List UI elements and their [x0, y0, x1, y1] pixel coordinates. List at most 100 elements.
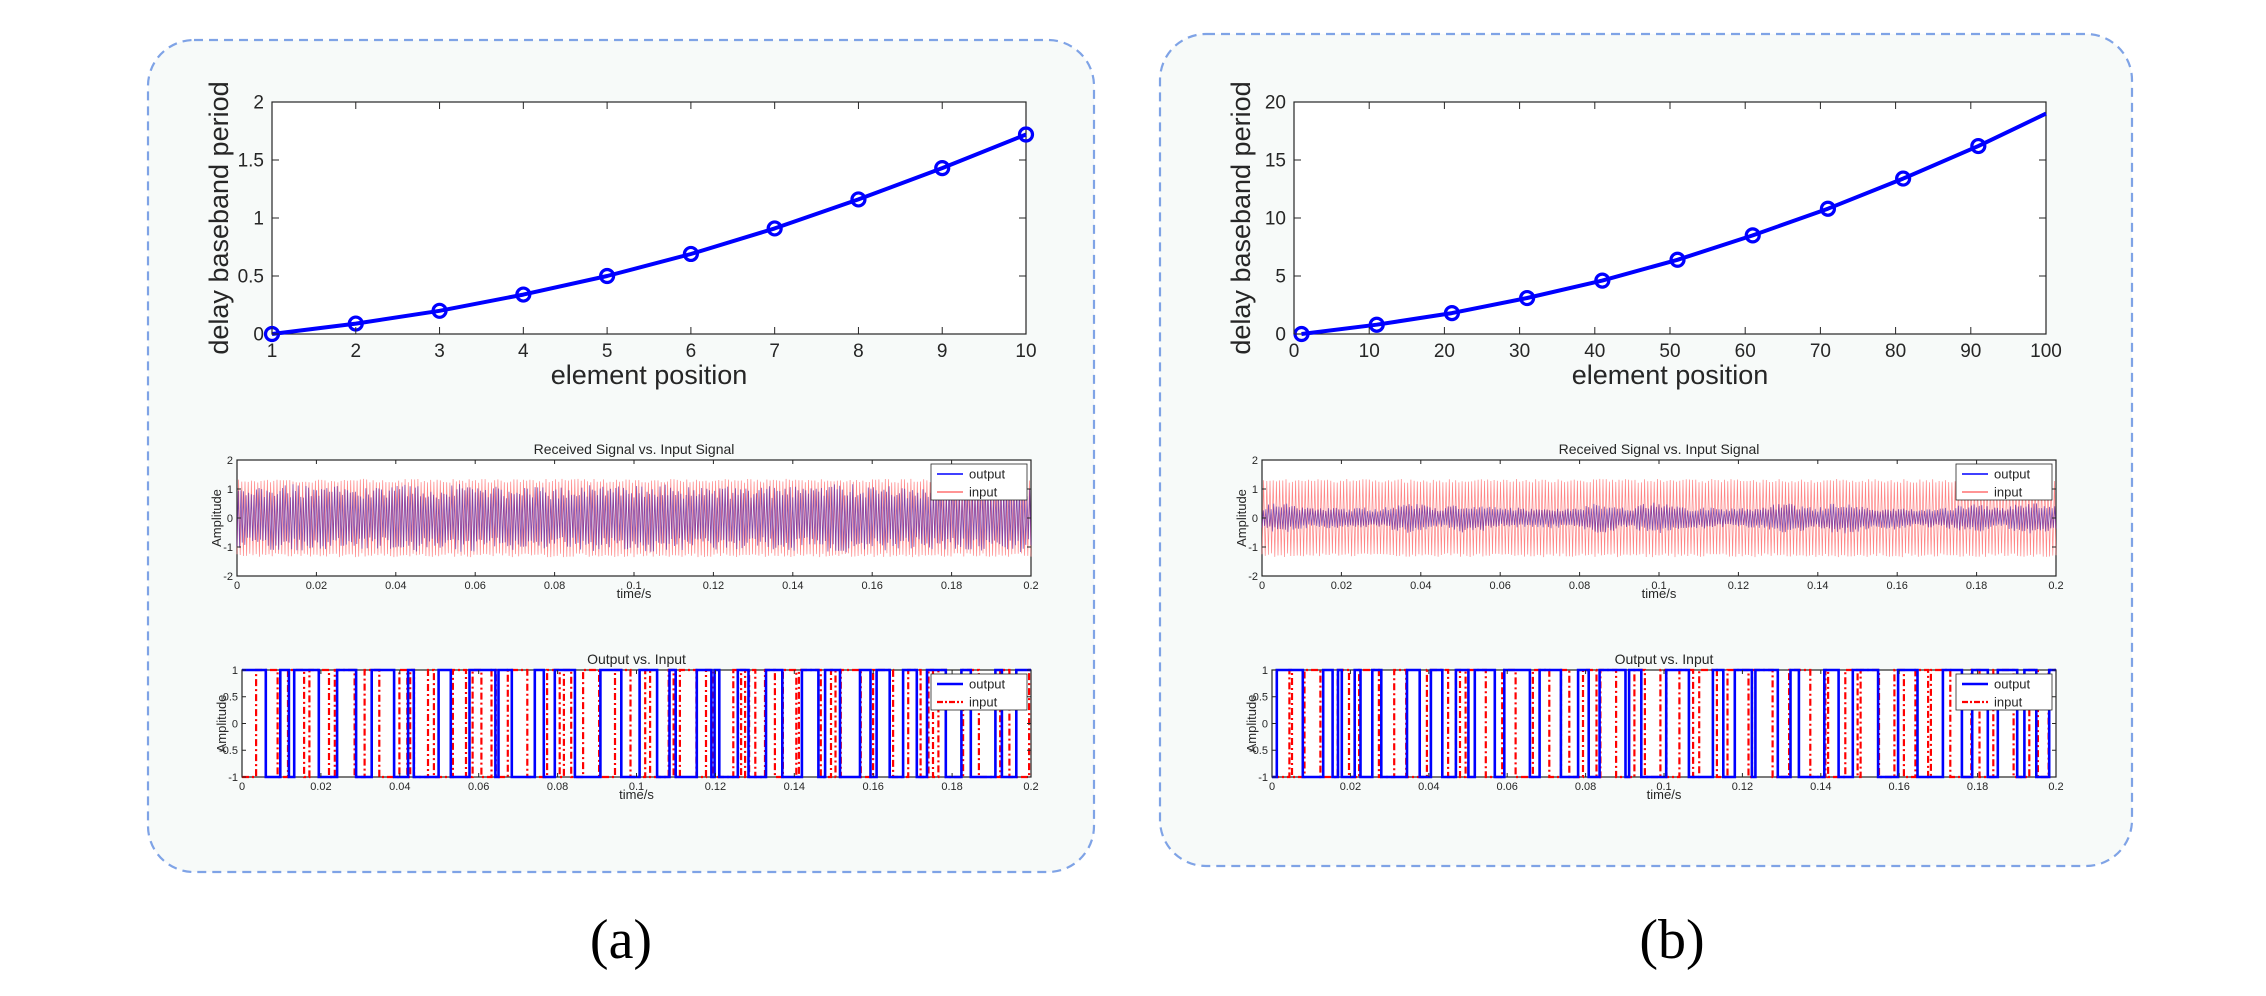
output-input-chart-legend-label-output: output [969, 677, 1006, 692]
delay-chart-marker [431, 302, 448, 319]
output-input-chart-ytick-label: 0.5 [1253, 692, 1268, 704]
output-input-chart-ytick-label: 0 [1262, 718, 1268, 730]
output-input-chart-xtick-label: 0.04 [1418, 781, 1439, 793]
output-input-chart-legend-label-input: input [969, 695, 998, 710]
received-signal-chart-title: Received Signal vs. Input Signal [534, 441, 735, 457]
output-input-chart-legend-label-output: output [1994, 677, 2031, 692]
received-signal-chart-xtick-label: 0.14 [1807, 580, 1828, 592]
output-input-chart-xtick-label: 0.06 [468, 781, 489, 793]
output-input-chart-xtick-label: 0.1 [629, 781, 644, 793]
received-signal-chart-ytick-label: -1 [1248, 542, 1258, 554]
delay-chart-marker [1744, 227, 1761, 244]
received-signal-chart-series-output [1261, 502, 2057, 534]
received-signal-chart-legend-label-output: output [1994, 467, 2031, 482]
delay-chart-xtick-label: 3 [434, 341, 445, 362]
delay-chart-xlabel: element position [1572, 360, 1769, 390]
output-input-chart-xtick-label: 0.12 [1732, 781, 1753, 793]
delay-chart-marker [599, 267, 616, 285]
delay-chart-marker [1017, 126, 1035, 143]
output-input-chart-xlabel: time/s [1647, 787, 1682, 802]
delay-chart-ylabel: delay baseband period [204, 81, 234, 354]
received-signal-chart-xtick-label: 0.2 [2048, 580, 2063, 592]
delay-chart-xtick-label: 7 [769, 341, 780, 362]
output-input-chart: 0 0.02 0.04 0.06 0.08 0.1 0.12 0.14 0.16 0.18 0.2 -… [1244, 651, 2064, 802]
delay-chart-ytick-label: 2 [253, 93, 264, 114]
delay-chart-marker [515, 286, 532, 303]
received-signal-chart-xtick-label: 0.1 [626, 580, 641, 592]
received-signal-chart-legend-box [1955, 463, 2053, 501]
output-input-chart-xlabel: time/s [619, 787, 654, 802]
output-input-chart: 0 0.02 0.04 0.06 0.08 0.1 0.12 0.14 0.16 0.18 0.2 -… [214, 651, 1039, 802]
output-input-chart-ytick-label: -0.5 [1249, 745, 1268, 757]
output-input-chart-series-input [242, 668, 1031, 779]
output-input-chart-xtick-label: 0.2 [1023, 781, 1038, 793]
output-input-chart-xtick-label: 0.02 [1340, 781, 1361, 793]
delay-chart-marker [1970, 137, 1987, 155]
delay-chart-ytick-label: 1 [253, 209, 264, 230]
received-signal-chart-xtick-label: 0.12 [703, 580, 724, 592]
delay-chart-xtick-label: 70 [1810, 341, 1831, 362]
delay-chart-ytick-label: 0.5 [238, 267, 264, 288]
received-signal-chart-ytick-label: 2 [1252, 455, 1258, 467]
output-input-chart-xtick-label: 0.16 [1888, 781, 1909, 793]
delay-chart-xtick-label: 5 [602, 341, 613, 362]
received-signal-chart-xtick-label: 0.1 [1651, 580, 1666, 592]
output-input-chart-ylabel: Amplitude [1244, 695, 1259, 753]
received-signal-chart-legend-box [930, 463, 1028, 501]
output-input-chart-xtick-label: 0.18 [1967, 781, 1988, 793]
received-signal-chart-ytick-label: -2 [223, 571, 233, 583]
panel-caption: (b) [1639, 909, 1704, 971]
delay-chart-series-line [271, 132, 1027, 336]
delay-chart-marker [1895, 170, 1912, 187]
delay-chart-xtick-label: 20 [1434, 341, 1455, 362]
delay-chart-series-line [1301, 111, 2047, 336]
output-input-chart-xtick-label: 0.18 [941, 781, 962, 793]
delay-chart-xtick-label: 10 [1015, 341, 1036, 362]
received-signal-chart-ytick-label: 0 [1252, 513, 1258, 525]
received-signal-chart-xtick-label: 0 [234, 580, 240, 592]
received-signal-chart-xtick-label: 0.06 [1489, 580, 1510, 592]
received-signal-chart-xlabel: time/s [617, 586, 652, 601]
output-input-chart-xtick-label: 0.08 [547, 781, 568, 793]
output-input-chart-ylabel: Amplitude [214, 695, 229, 753]
delay-chart-marker [766, 220, 783, 237]
delay-chart-xtick-label: 1 [267, 341, 278, 362]
received-signal-chart-xtick-label: 0.18 [1966, 580, 1987, 592]
delay-chart-ytick-label: 0 [253, 325, 264, 346]
received-signal-chart-ytick-label: 1 [1252, 484, 1258, 496]
output-input-chart-xtick-label: 0.16 [862, 781, 883, 793]
delay-chart-xtick-label: 90 [1960, 341, 1981, 362]
delay-chart-xlabel: element position [551, 360, 748, 390]
delay-chart-marker [1443, 305, 1461, 322]
output-input-chart-xtick-label: 0.12 [705, 781, 726, 793]
delay-chart-marker [1669, 251, 1686, 268]
received-signal-chart-xtick-label: 0.12 [1728, 580, 1749, 592]
delay-chart-ytick-label: 1.5 [238, 151, 264, 172]
received-signal-chart-series-input [236, 478, 1032, 558]
delay-chart-marker [850, 191, 867, 208]
output-input-chart-title: Output vs. Input [587, 651, 686, 667]
delay-chart-xtick-label: 40 [1584, 341, 1605, 362]
received-signal-chart-xtick-label: 0.04 [385, 580, 406, 592]
received-signal-chart-ytick-label: 2 [227, 455, 233, 467]
output-input-chart-ytick-label: -1 [1258, 772, 1268, 784]
output-input-chart-xtick-label: 0.14 [1810, 781, 1831, 793]
delay-chart-xtick-label: 60 [1735, 341, 1756, 362]
received-signal-chart-xtick-label: 0.08 [544, 580, 565, 592]
output-input-chart-xtick-label: 0 [1269, 781, 1275, 793]
panel-caption: (a) [590, 909, 652, 971]
received-signal-chart-legend-label-input: input [1994, 485, 2023, 500]
delay-chart-xtick-label: 0 [1289, 341, 1300, 362]
output-input-chart-legend-box [1955, 673, 2053, 711]
received-signal-chart-xlabel: time/s [1642, 586, 1677, 601]
received-signal-chart-ytick-label: -1 [223, 542, 233, 554]
delay-chart-marker [682, 245, 699, 263]
received-signal-chart-xtick-label: 0 [1259, 580, 1265, 592]
output-input-chart-xtick-label: 0.2 [2048, 781, 2063, 793]
output-input-chart-ytick-label: 1 [232, 665, 238, 677]
delay-chart-marker [934, 160, 951, 177]
received-signal-chart-xtick-label: 0.16 [861, 580, 882, 592]
output-input-chart-ytick-label: -1 [228, 772, 238, 784]
